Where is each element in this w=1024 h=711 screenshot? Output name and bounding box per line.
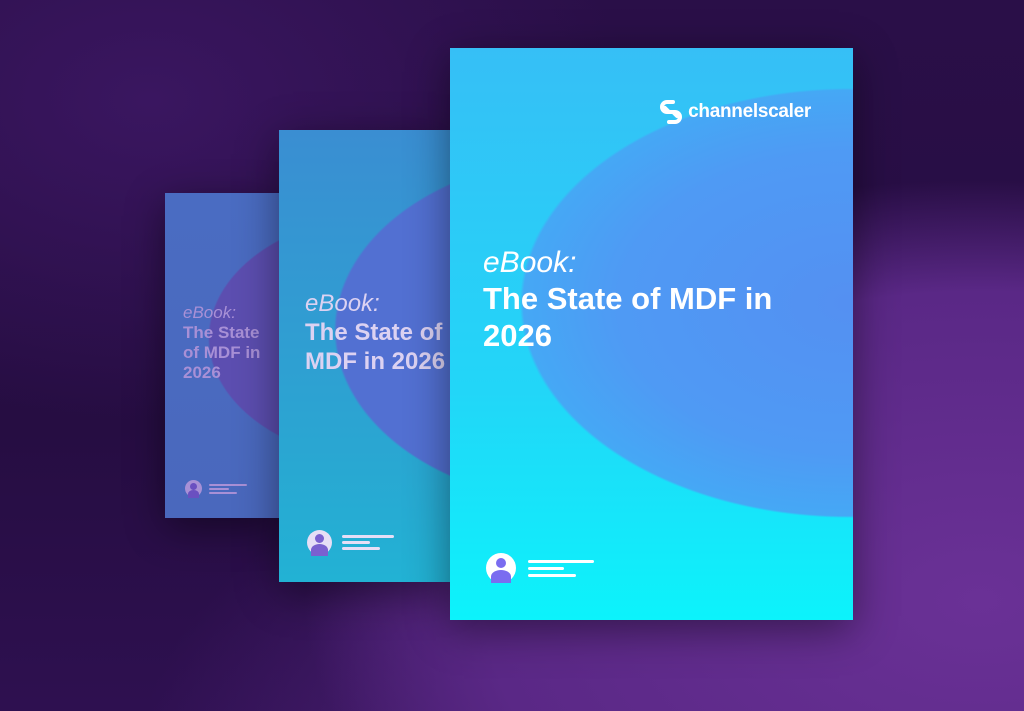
avatar-icon	[486, 553, 516, 583]
author-block	[185, 480, 247, 498]
author-placeholder-lines	[528, 556, 594, 581]
cover-title: eBook: The State of MDF in 2026	[305, 290, 447, 376]
cover-title: eBook: The State of MDF in 2026	[183, 303, 277, 383]
avatar-icon	[307, 530, 332, 556]
brand-logo: channelscaler	[659, 100, 811, 124]
cover-headline: The State of MDF in 2026	[483, 281, 773, 353]
author-block	[307, 530, 394, 556]
avatar-icon	[185, 480, 202, 498]
cover-kicker: eBook:	[183, 303, 236, 322]
channelscaler-logo-icon	[660, 100, 683, 124]
ebook-cover-middle: eBook: The State of MDF in 2026	[279, 130, 450, 582]
author-placeholder-lines	[342, 532, 394, 553]
ebook-cover-back: eBook: The State of MDF in 2026	[165, 193, 279, 518]
author-block	[486, 553, 594, 583]
cover-headline: The State of MDF in 2026	[183, 323, 261, 382]
cover-headline: The State of MDF in 2026	[305, 319, 446, 375]
cover-kicker: eBook:	[305, 290, 380, 317]
cover-title: eBook: The State of MDF in 2026	[483, 246, 823, 354]
brand-name: channelscaler	[688, 101, 811, 122]
cover-kicker: eBook:	[483, 246, 577, 279]
author-placeholder-lines	[209, 482, 247, 496]
ebook-cover-front: channelscaler eBook: The State of MDF in…	[450, 48, 853, 620]
